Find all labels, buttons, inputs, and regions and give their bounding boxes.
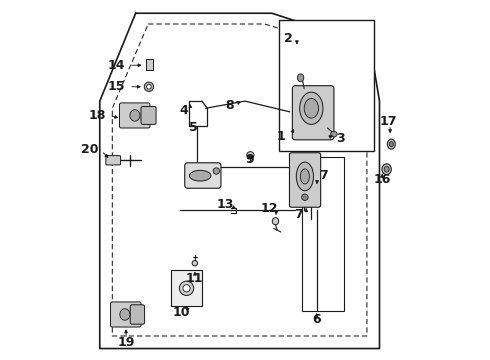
Ellipse shape	[296, 162, 314, 191]
FancyBboxPatch shape	[130, 305, 145, 324]
Ellipse shape	[144, 82, 153, 91]
Ellipse shape	[130, 110, 140, 121]
Bar	[147, 59, 153, 69]
Text: 10: 10	[173, 306, 190, 319]
Ellipse shape	[304, 98, 319, 118]
Bar	[302, 157, 343, 311]
Ellipse shape	[192, 261, 197, 266]
FancyBboxPatch shape	[185, 163, 221, 188]
Ellipse shape	[300, 92, 323, 125]
Text: 17: 17	[380, 116, 397, 129]
Ellipse shape	[120, 309, 130, 320]
Text: 18: 18	[88, 109, 105, 122]
Ellipse shape	[272, 218, 279, 225]
Ellipse shape	[388, 139, 395, 149]
FancyBboxPatch shape	[141, 107, 156, 125]
FancyBboxPatch shape	[106, 156, 121, 165]
Text: 8: 8	[225, 99, 234, 112]
Text: 15: 15	[108, 80, 125, 93]
Text: 12: 12	[261, 202, 278, 215]
Ellipse shape	[247, 152, 254, 158]
FancyBboxPatch shape	[120, 103, 150, 128]
Ellipse shape	[297, 74, 304, 82]
FancyBboxPatch shape	[111, 302, 141, 327]
Text: 9: 9	[245, 153, 254, 166]
Ellipse shape	[384, 166, 389, 172]
Text: 19: 19	[118, 336, 135, 348]
Ellipse shape	[179, 281, 194, 296]
Text: 1: 1	[276, 130, 285, 143]
Ellipse shape	[331, 131, 337, 137]
Text: 11: 11	[185, 272, 203, 285]
Text: 7: 7	[319, 169, 328, 182]
FancyBboxPatch shape	[290, 153, 320, 207]
Ellipse shape	[147, 85, 151, 89]
Ellipse shape	[183, 285, 190, 292]
Text: 20: 20	[81, 143, 99, 156]
Ellipse shape	[300, 169, 309, 184]
FancyBboxPatch shape	[293, 86, 334, 140]
Text: 2: 2	[284, 32, 293, 45]
Text: 16: 16	[374, 173, 392, 186]
Text: 13: 13	[217, 198, 234, 211]
Text: 14: 14	[108, 59, 125, 72]
Text: 4: 4	[179, 104, 188, 117]
Text: 6: 6	[313, 313, 321, 327]
Ellipse shape	[302, 194, 308, 201]
Text: 7: 7	[294, 208, 302, 221]
Ellipse shape	[390, 141, 393, 147]
Text: 3: 3	[336, 132, 344, 145]
Bar	[279, 21, 374, 151]
Ellipse shape	[382, 164, 392, 175]
Ellipse shape	[213, 168, 220, 174]
Text: 5: 5	[189, 121, 197, 134]
Bar	[172, 270, 202, 306]
Ellipse shape	[190, 170, 211, 181]
